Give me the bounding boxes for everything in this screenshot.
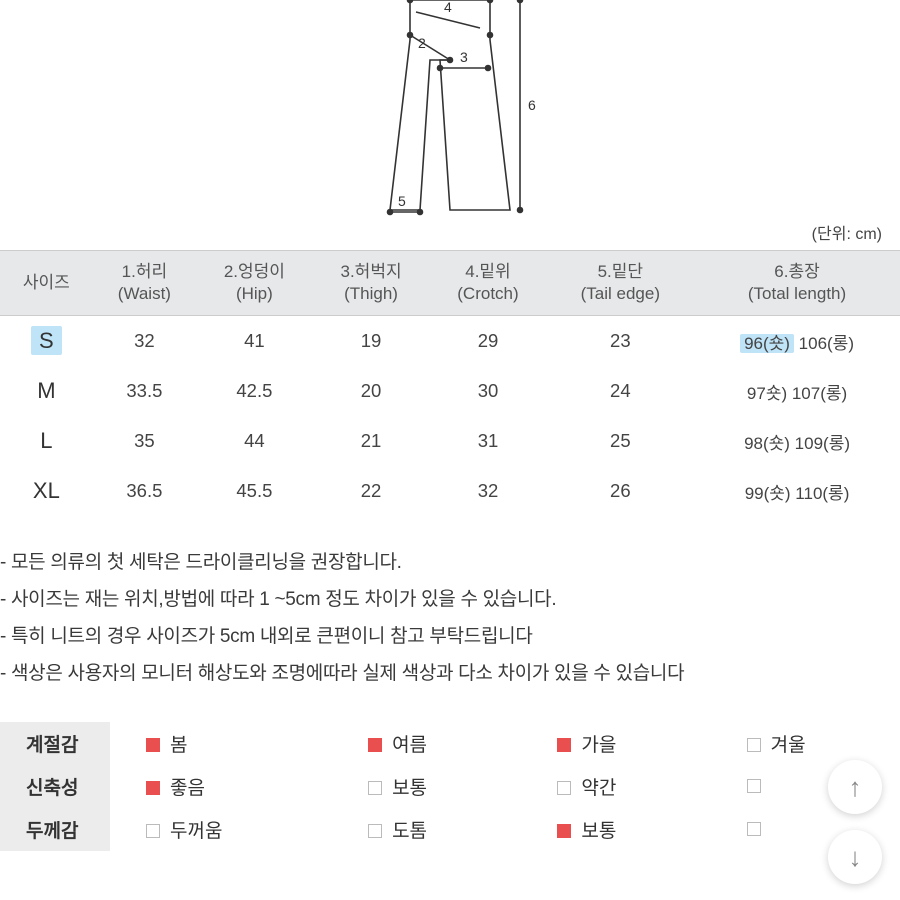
diagram-label-5: 5 bbox=[398, 193, 406, 209]
diagram-label-4: 4 bbox=[444, 0, 452, 15]
total-length-cell: 96(숏) 106(롱) bbox=[694, 316, 900, 367]
pants-diagram: 4 2 3 6 5 (단위: cm) bbox=[0, 0, 900, 250]
value-cell: 41 bbox=[196, 316, 313, 367]
attr-option: 봄 bbox=[110, 722, 332, 765]
note-line: - 색상은 사용자의 모니터 해상도와 조명에따라 실제 색상과 다소 차이가 … bbox=[0, 655, 896, 692]
total-length-cell: 99(숏) 110(롱) bbox=[694, 466, 900, 516]
attr-row: 두께감 두꺼움 도톰 보통 bbox=[0, 808, 900, 851]
attr-option-text: 가을 bbox=[581, 735, 616, 756]
note-line: - 모든 의류의 첫 세탁은 드라이클리닝을 권장합니다. bbox=[0, 544, 896, 581]
size-cell: M bbox=[0, 366, 93, 416]
attr-option: 보통 bbox=[521, 808, 710, 851]
value-cell: 19 bbox=[313, 316, 430, 367]
attr-option-text: 보통 bbox=[392, 778, 427, 799]
unit-label: (단위: cm) bbox=[812, 220, 882, 244]
attr-option-text: 도톰 bbox=[392, 821, 427, 842]
checkbox-empty-icon bbox=[747, 779, 761, 793]
value-cell: 30 bbox=[429, 366, 546, 416]
size-col-5: 5.밑단(Tail edge) bbox=[547, 251, 695, 316]
value-cell: 36.5 bbox=[93, 466, 196, 516]
checkbox-checked-icon bbox=[557, 738, 571, 752]
arrow-up-icon: ↑ bbox=[849, 772, 862, 803]
checkbox-empty-icon bbox=[368, 781, 382, 795]
checkbox-checked-icon bbox=[368, 738, 382, 752]
attr-label: 신축성 bbox=[0, 765, 110, 808]
size-cell: L bbox=[0, 416, 93, 466]
value-cell: 26 bbox=[547, 466, 695, 516]
attr-option: 도톰 bbox=[332, 808, 521, 851]
attr-option: 좋음 bbox=[110, 765, 332, 808]
value-cell: 20 bbox=[313, 366, 430, 416]
checkbox-empty-icon bbox=[747, 822, 761, 836]
diagram-label-2: 2 bbox=[418, 35, 426, 51]
attr-option-text: 여름 bbox=[392, 735, 427, 756]
attr-option-text: 두꺼움 bbox=[170, 821, 222, 842]
note-line: - 특히 니트의 경우 사이즈가 5cm 내외로 큰편이니 참고 부탁드립니다 bbox=[0, 618, 896, 655]
table-row: M33.542.520302497숏) 107(롱) bbox=[0, 366, 900, 416]
attr-row: 계절감 봄 여름 가을 겨울 bbox=[0, 722, 900, 765]
attr-option: 두꺼움 bbox=[110, 808, 332, 851]
checkbox-checked-icon bbox=[557, 824, 571, 838]
diagram-label-3: 3 bbox=[460, 49, 468, 65]
value-cell: 42.5 bbox=[196, 366, 313, 416]
care-notes: - 모든 의류의 첫 세탁은 드라이클리닝을 권장합니다.- 사이즈는 재는 위… bbox=[0, 544, 900, 692]
value-cell: 32 bbox=[429, 466, 546, 516]
checkbox-empty-icon bbox=[146, 824, 160, 838]
checkbox-empty-icon bbox=[368, 824, 382, 838]
checkbox-checked-icon bbox=[146, 781, 160, 795]
attr-row: 신축성 좋음 보통 약간 bbox=[0, 765, 900, 808]
attr-label: 두께감 bbox=[0, 808, 110, 851]
value-cell: 25 bbox=[547, 416, 695, 466]
total-length-cell: 98(숏) 109(롱) bbox=[694, 416, 900, 466]
attr-option: 여름 bbox=[332, 722, 521, 765]
size-cell: XL bbox=[0, 466, 93, 516]
attr-option-text: 겨울 bbox=[771, 735, 806, 756]
value-cell: 32 bbox=[93, 316, 196, 367]
attr-option-text: 보통 bbox=[581, 821, 616, 842]
diagram-label-6: 6 bbox=[528, 97, 536, 113]
value-cell: 24 bbox=[547, 366, 695, 416]
value-cell: 22 bbox=[313, 466, 430, 516]
scroll-down-button[interactable]: ↓ bbox=[828, 830, 882, 884]
attr-option-text: 좋음 bbox=[170, 778, 205, 799]
attr-option: 약간 bbox=[521, 765, 710, 808]
value-cell: 44 bbox=[196, 416, 313, 466]
value-cell: 45.5 bbox=[196, 466, 313, 516]
total-length-cell: 97숏) 107(롱) bbox=[694, 366, 900, 416]
size-cell: S bbox=[0, 316, 93, 367]
table-row: S324119292396(숏) 106(롱) bbox=[0, 316, 900, 367]
size-table: 사이즈1.허리(Waist)2.엉덩이(Hip)3.허벅지(Thigh)4.밑위… bbox=[0, 250, 900, 516]
size-col-6: 6.총장(Total length) bbox=[694, 251, 900, 316]
value-cell: 23 bbox=[547, 316, 695, 367]
attr-label: 계절감 bbox=[0, 722, 110, 765]
table-row: L354421312598(숏) 109(롱) bbox=[0, 416, 900, 466]
attr-option-text: 봄 bbox=[170, 735, 187, 756]
size-col-3: 3.허벅지(Thigh) bbox=[313, 251, 430, 316]
checkbox-empty-icon bbox=[747, 738, 761, 752]
value-cell: 33.5 bbox=[93, 366, 196, 416]
value-cell: 35 bbox=[93, 416, 196, 466]
attr-option: 보통 bbox=[332, 765, 521, 808]
table-row: XL36.545.522322699(숏) 110(롱) bbox=[0, 466, 900, 516]
note-line: - 사이즈는 재는 위치,방법에 따라 1 ~5cm 정도 차이가 있을 수 있… bbox=[0, 581, 896, 618]
scroll-up-button[interactable]: ↑ bbox=[828, 760, 882, 814]
value-cell: 21 bbox=[313, 416, 430, 466]
attr-option: 가을 bbox=[521, 722, 710, 765]
value-cell: 31 bbox=[429, 416, 546, 466]
checkbox-checked-icon bbox=[146, 738, 160, 752]
value-cell: 29 bbox=[429, 316, 546, 367]
attr-option: 겨울 bbox=[711, 722, 900, 765]
attr-option-text: 약간 bbox=[581, 778, 616, 799]
arrow-down-icon: ↓ bbox=[849, 842, 862, 873]
size-col-2: 2.엉덩이(Hip) bbox=[196, 251, 313, 316]
size-col-4: 4.밑위(Crotch) bbox=[429, 251, 546, 316]
size-col-0: 사이즈 bbox=[0, 251, 93, 316]
attribute-matrix: 계절감봄여름가을겨울신축성좋음보통약간두께감두꺼움도톰보통 bbox=[0, 722, 900, 851]
checkbox-empty-icon bbox=[557, 781, 571, 795]
size-col-1: 1.허리(Waist) bbox=[93, 251, 196, 316]
